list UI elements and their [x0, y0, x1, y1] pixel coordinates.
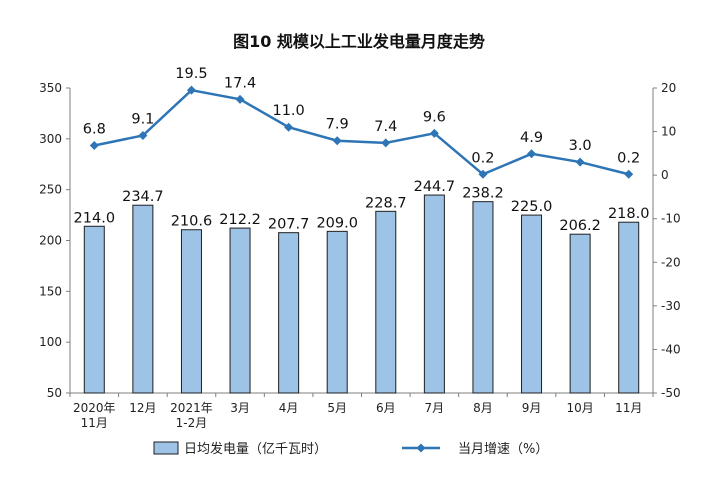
x-tick-label: 9月: [522, 401, 542, 415]
legend-bar-swatch: [153, 441, 179, 455]
x-tick-label: 7月: [425, 401, 445, 415]
left-tick-label: 50: [47, 386, 62, 400]
bar-value-label: 228.7: [365, 195, 407, 211]
bar: [83, 225, 105, 394]
x-tick-label: 11月: [81, 416, 108, 430]
line-value-label: 0.2: [471, 150, 494, 166]
x-tick-label: 2021年: [170, 401, 213, 415]
line-value-label: 17.4: [224, 75, 256, 91]
legend-line-label: 当月增速（%）: [458, 442, 548, 457]
bar-value-label: 244.7: [414, 179, 456, 195]
bar-value-label: 209.0: [316, 215, 358, 231]
legend-line-marker: [416, 443, 426, 453]
line-point: [527, 149, 537, 159]
x-tick-label: 1-2月: [176, 416, 208, 430]
x-tick-label: 6月: [376, 401, 396, 415]
line-value-label: 3.0: [569, 138, 592, 154]
right-tick-label: -10: [661, 212, 681, 226]
bar: [472, 201, 494, 394]
bar-value-label: 214.0: [74, 210, 116, 226]
line-point: [429, 128, 439, 138]
bar-value-label: 225.0: [511, 199, 553, 215]
bar: [326, 230, 348, 394]
x-tick-label: 12月: [129, 401, 156, 415]
line-value-label: 7.4: [374, 119, 397, 135]
bar: [375, 210, 397, 394]
left-tick-label: 150: [39, 284, 62, 298]
bar: [278, 232, 300, 394]
line-value-label: 7.9: [326, 117, 349, 133]
right-tick-label: -30: [661, 299, 681, 313]
bar-value-label: 238.2: [462, 186, 504, 202]
right-tick-label: 10: [661, 125, 676, 139]
x-tick-label: 10月: [566, 401, 593, 415]
bar-value-label: 234.7: [122, 189, 164, 205]
bar: [618, 221, 640, 394]
bar: [180, 229, 202, 394]
left-tick-label: 200: [39, 234, 62, 248]
growth-line: [94, 88, 630, 176]
line-value-label: 9.1: [131, 111, 154, 127]
line-point: [624, 169, 634, 179]
right-tick-label: -40: [661, 342, 681, 356]
line-point: [575, 157, 585, 167]
line-point: [381, 138, 391, 148]
x-tick-label: 3月: [230, 401, 250, 415]
x-tick-label: 11月: [615, 401, 642, 415]
line-point: [332, 136, 342, 146]
line-value-label: 4.9: [520, 130, 543, 146]
right-tick-label: 0: [661, 168, 669, 182]
line-value-label: 11.0: [272, 103, 304, 119]
line-value-label: 0.2: [617, 150, 640, 166]
line-value-label: 19.5: [175, 66, 207, 82]
bar: [423, 194, 445, 394]
bar-value-label: 206.2: [559, 218, 601, 234]
bar: [229, 227, 251, 394]
bar: [569, 233, 591, 394]
right-tick-label: 20: [661, 81, 676, 95]
line-point: [478, 169, 488, 179]
line-value-label: 9.6: [423, 109, 446, 125]
left-tick-label: 100: [39, 335, 62, 349]
bar-value-label: 212.2: [219, 212, 261, 228]
line-point: [89, 141, 99, 151]
bar-value-label: 218.0: [608, 206, 650, 222]
right-tick-label: -50: [661, 386, 681, 400]
line-point: [186, 85, 196, 95]
bar: [521, 214, 543, 394]
line-point: [235, 94, 245, 104]
legend-bar-label: 日均发电量（亿千瓦时）: [184, 441, 327, 457]
x-tick-label: 8月: [473, 401, 493, 415]
right-tick-label: -20: [661, 255, 681, 269]
x-tick-label: 2020年: [73, 401, 116, 415]
chart-title: 图10 规模以上工业发电量月度走势: [233, 32, 485, 51]
left-tick-label: 300: [39, 132, 62, 146]
bar: [132, 204, 154, 394]
bar-value-label: 207.7: [268, 217, 310, 233]
left-tick-label: 350: [39, 81, 62, 95]
left-tick-label: 250: [39, 183, 62, 197]
x-tick-label: 4月: [279, 401, 299, 415]
line-point: [284, 122, 294, 132]
bar-value-label: 210.6: [171, 214, 213, 230]
line-point: [138, 130, 148, 140]
line-value-label: 6.8: [83, 122, 106, 138]
x-tick-label: 5月: [327, 401, 347, 415]
